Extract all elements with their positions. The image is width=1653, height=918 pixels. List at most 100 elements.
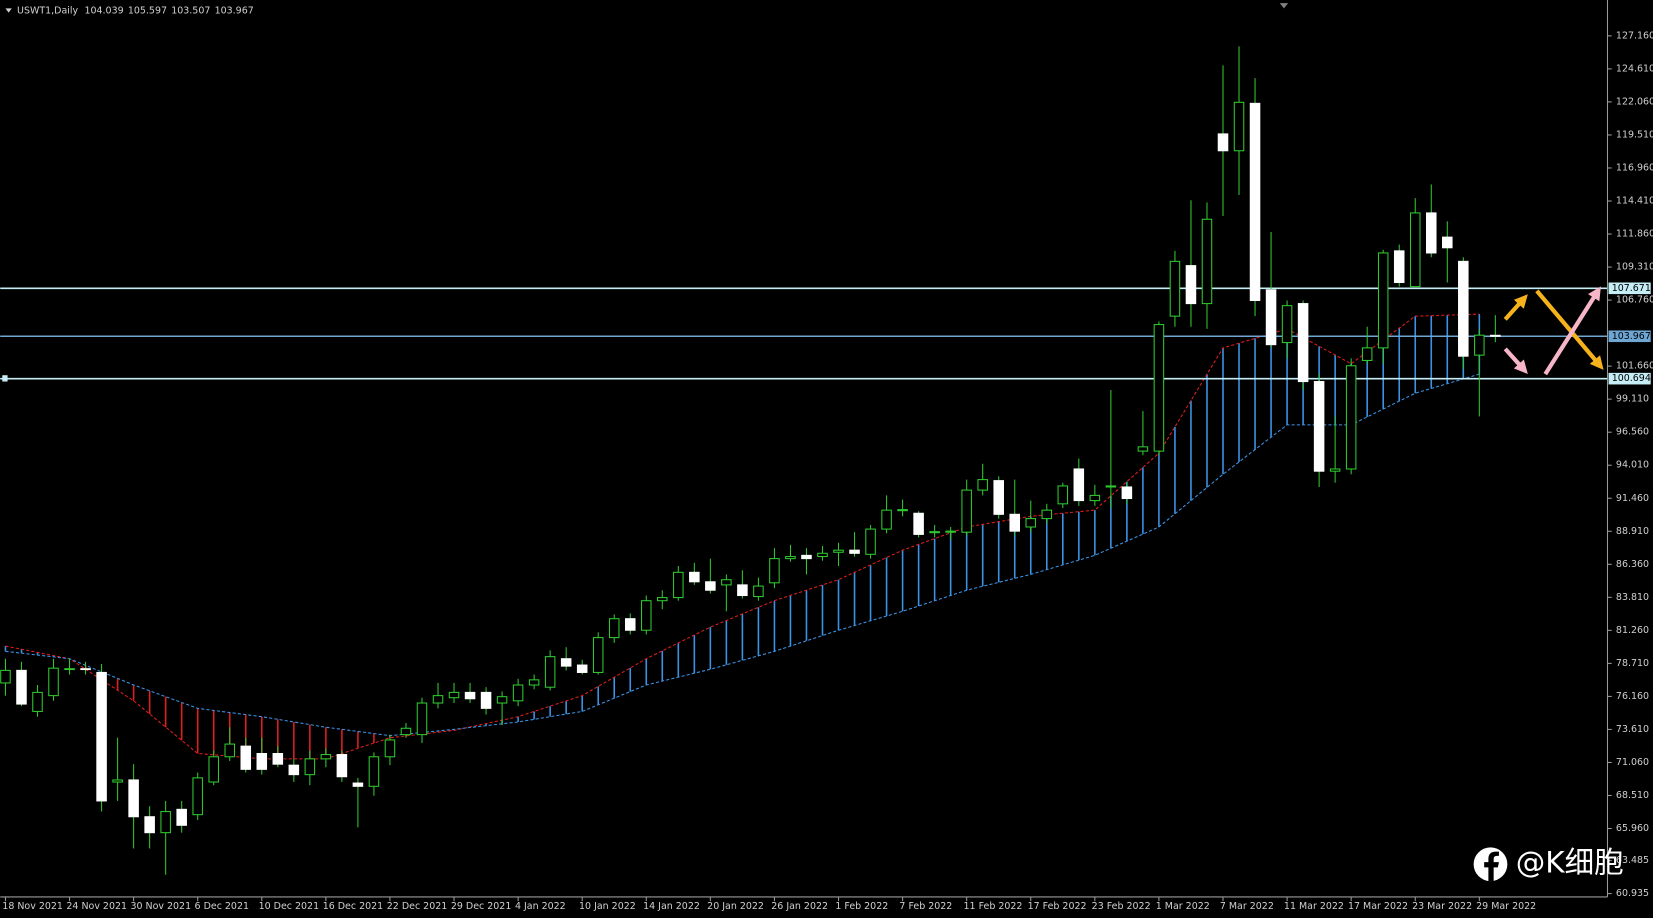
candle-body (416, 702, 428, 736)
candle-body (368, 756, 380, 787)
candle-body (945, 530, 956, 533)
y-tick-label: 73.610 (1616, 724, 1649, 735)
header-low: 103.507 (171, 5, 210, 16)
candle-body (144, 816, 155, 834)
candle-body (1217, 133, 1229, 152)
candle-body (1458, 260, 1469, 357)
candle-body (1442, 236, 1453, 249)
x-tick-label: 29 Dec 2021 (451, 901, 512, 912)
y-tick-label: 78.710 (1616, 658, 1649, 669)
candle-body (320, 754, 332, 760)
candle-body (977, 479, 988, 491)
y-tick-label: 76.160 (1616, 691, 1649, 702)
x-tick-label: 29 Mar 2022 (1476, 901, 1536, 912)
candle-body (785, 556, 796, 560)
y-tick-label: 83.810 (1616, 592, 1649, 603)
price-level-label: 103.967 (1612, 331, 1651, 342)
candle-body (1409, 212, 1421, 288)
candle-body (1425, 212, 1437, 254)
candle-body (176, 808, 187, 826)
y-tick-label: 88.910 (1616, 526, 1649, 537)
candle-body (304, 758, 316, 776)
header-open: 104.039 (84, 5, 123, 16)
candle-body (849, 549, 860, 554)
candle-body (1089, 494, 1101, 502)
x-tick-label: 1 Mar 2022 (1156, 901, 1210, 912)
candle-body (1474, 334, 1485, 356)
x-tick-label: 4 Jan 2022 (515, 901, 566, 912)
span-line (5, 313, 1480, 760)
candle-body (1265, 289, 1277, 346)
candle-body (865, 528, 876, 555)
candle-body (801, 554, 812, 560)
y-tick-label: 99.110 (1616, 394, 1649, 405)
arrow-up-pink (1543, 286, 1601, 376)
symbol: USWT1,Daily (17, 5, 78, 16)
candle-body (528, 679, 540, 686)
candle-body (1105, 485, 1117, 488)
price-level-label: 100.694 (1612, 373, 1651, 384)
candle-body (80, 668, 91, 671)
y-tick-label: 111.860 (1616, 229, 1653, 240)
candle-body (929, 531, 940, 534)
candle-body (208, 756, 219, 783)
y-tick-label: 109.310 (1616, 262, 1653, 273)
candle-body (400, 727, 412, 736)
y-tick-label: 127.160 (1616, 30, 1653, 41)
candle-body (480, 691, 492, 709)
x-tick-label: 11 Mar 2022 (1284, 901, 1344, 912)
x-tick-label: 30 Nov 2021 (130, 901, 191, 912)
x-tick-label: 23 Mar 2022 (1412, 901, 1472, 912)
y-tick-label: 65.960 (1616, 823, 1649, 834)
chart-header: USWT1,Daily 104.039 105.597 103.507 103.967 (17, 5, 254, 16)
candle-body (624, 618, 636, 631)
candle-body (352, 782, 364, 787)
candle-body (432, 695, 444, 704)
candle-body (1009, 513, 1021, 532)
candle-body (1041, 509, 1053, 520)
arrow-up-yellow (1503, 294, 1528, 321)
y-tick-label: 60.935 (1616, 888, 1649, 899)
levels-layer: 107.671 103.967 100.694 (0, 282, 1651, 385)
candle-body (1345, 365, 1357, 470)
x-tick-label: 24 Nov 2021 (66, 901, 127, 912)
y-tick-label: 68.510 (1616, 790, 1649, 801)
span-line (5, 373, 1480, 737)
candle-body (1169, 260, 1181, 317)
x-tick-label: 14 Jan 2022 (643, 901, 700, 912)
candle-body (1281, 305, 1293, 344)
candle-body (240, 745, 252, 770)
arrow-down-yellow (1535, 289, 1604, 370)
shift-marker (1279, 3, 1289, 9)
candle-body (96, 671, 107, 802)
candle-body (496, 696, 508, 704)
y-tick-label: 101.660 (1616, 361, 1653, 372)
x-tick-label: 10 Dec 2021 (259, 901, 319, 912)
level-handle (2, 375, 8, 382)
candle-body (592, 637, 604, 673)
x-tick-label: 23 Feb 2022 (1092, 901, 1151, 912)
candle-body (1361, 347, 1373, 361)
x-tick-label: 7 Feb 2022 (899, 901, 952, 912)
candle-body (769, 558, 780, 584)
candle-body (192, 777, 203, 816)
candle-body (32, 691, 43, 712)
y-tick-label: 91.460 (1616, 493, 1649, 504)
candle-body (448, 691, 460, 699)
candle-body (1185, 265, 1197, 305)
candle-body (256, 753, 268, 770)
arrow-down-pink (1503, 347, 1528, 374)
candle-body (1377, 252, 1389, 349)
x-tick-label: 20 Jan 2022 (707, 901, 764, 912)
candle-body (1057, 485, 1069, 505)
arrows (1503, 286, 1604, 376)
price-level-label: 107.671 (1612, 283, 1651, 294)
x-tick-label: 17 Mar 2022 (1348, 901, 1408, 912)
y-tick-label: 122.060 (1616, 96, 1653, 107)
candle-body (1201, 218, 1213, 305)
x-tick-label: 6 Dec 2021 (195, 901, 249, 912)
